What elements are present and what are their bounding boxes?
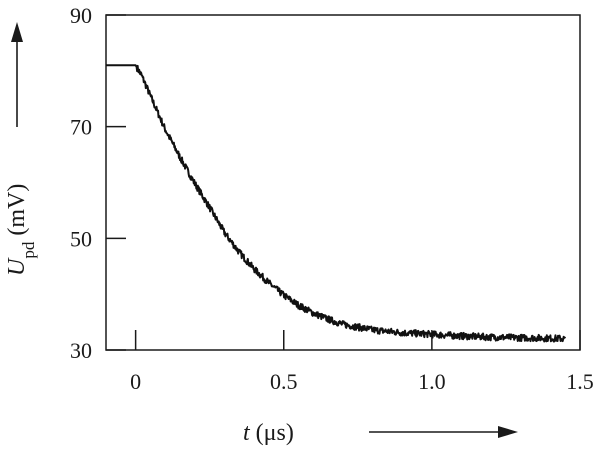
y-tick-label: 90 bbox=[70, 3, 92, 28]
x-tick-label: 0 bbox=[130, 369, 141, 394]
x-axis-arrow bbox=[369, 426, 518, 438]
series-line bbox=[105, 64, 567, 343]
x-tick-label: 0.5 bbox=[270, 369, 298, 394]
x-tick-label: 1.0 bbox=[418, 369, 446, 394]
y-tick-label: 70 bbox=[70, 115, 92, 140]
tick-group bbox=[106, 14, 581, 351]
tick-label-group: 0 0.5 1.0 1.5 30 50 70 90 bbox=[70, 3, 594, 394]
plot-frame bbox=[105, 14, 581, 351]
x-axis-label: t (μs) bbox=[243, 420, 294, 446]
y-tick-label: 50 bbox=[70, 226, 92, 251]
y-axis-label: Upd (mV) bbox=[4, 184, 38, 276]
y-axis-arrow bbox=[11, 22, 23, 127]
x-tick-label: 1.5 bbox=[566, 369, 594, 394]
y-tick-label: 30 bbox=[70, 338, 92, 363]
